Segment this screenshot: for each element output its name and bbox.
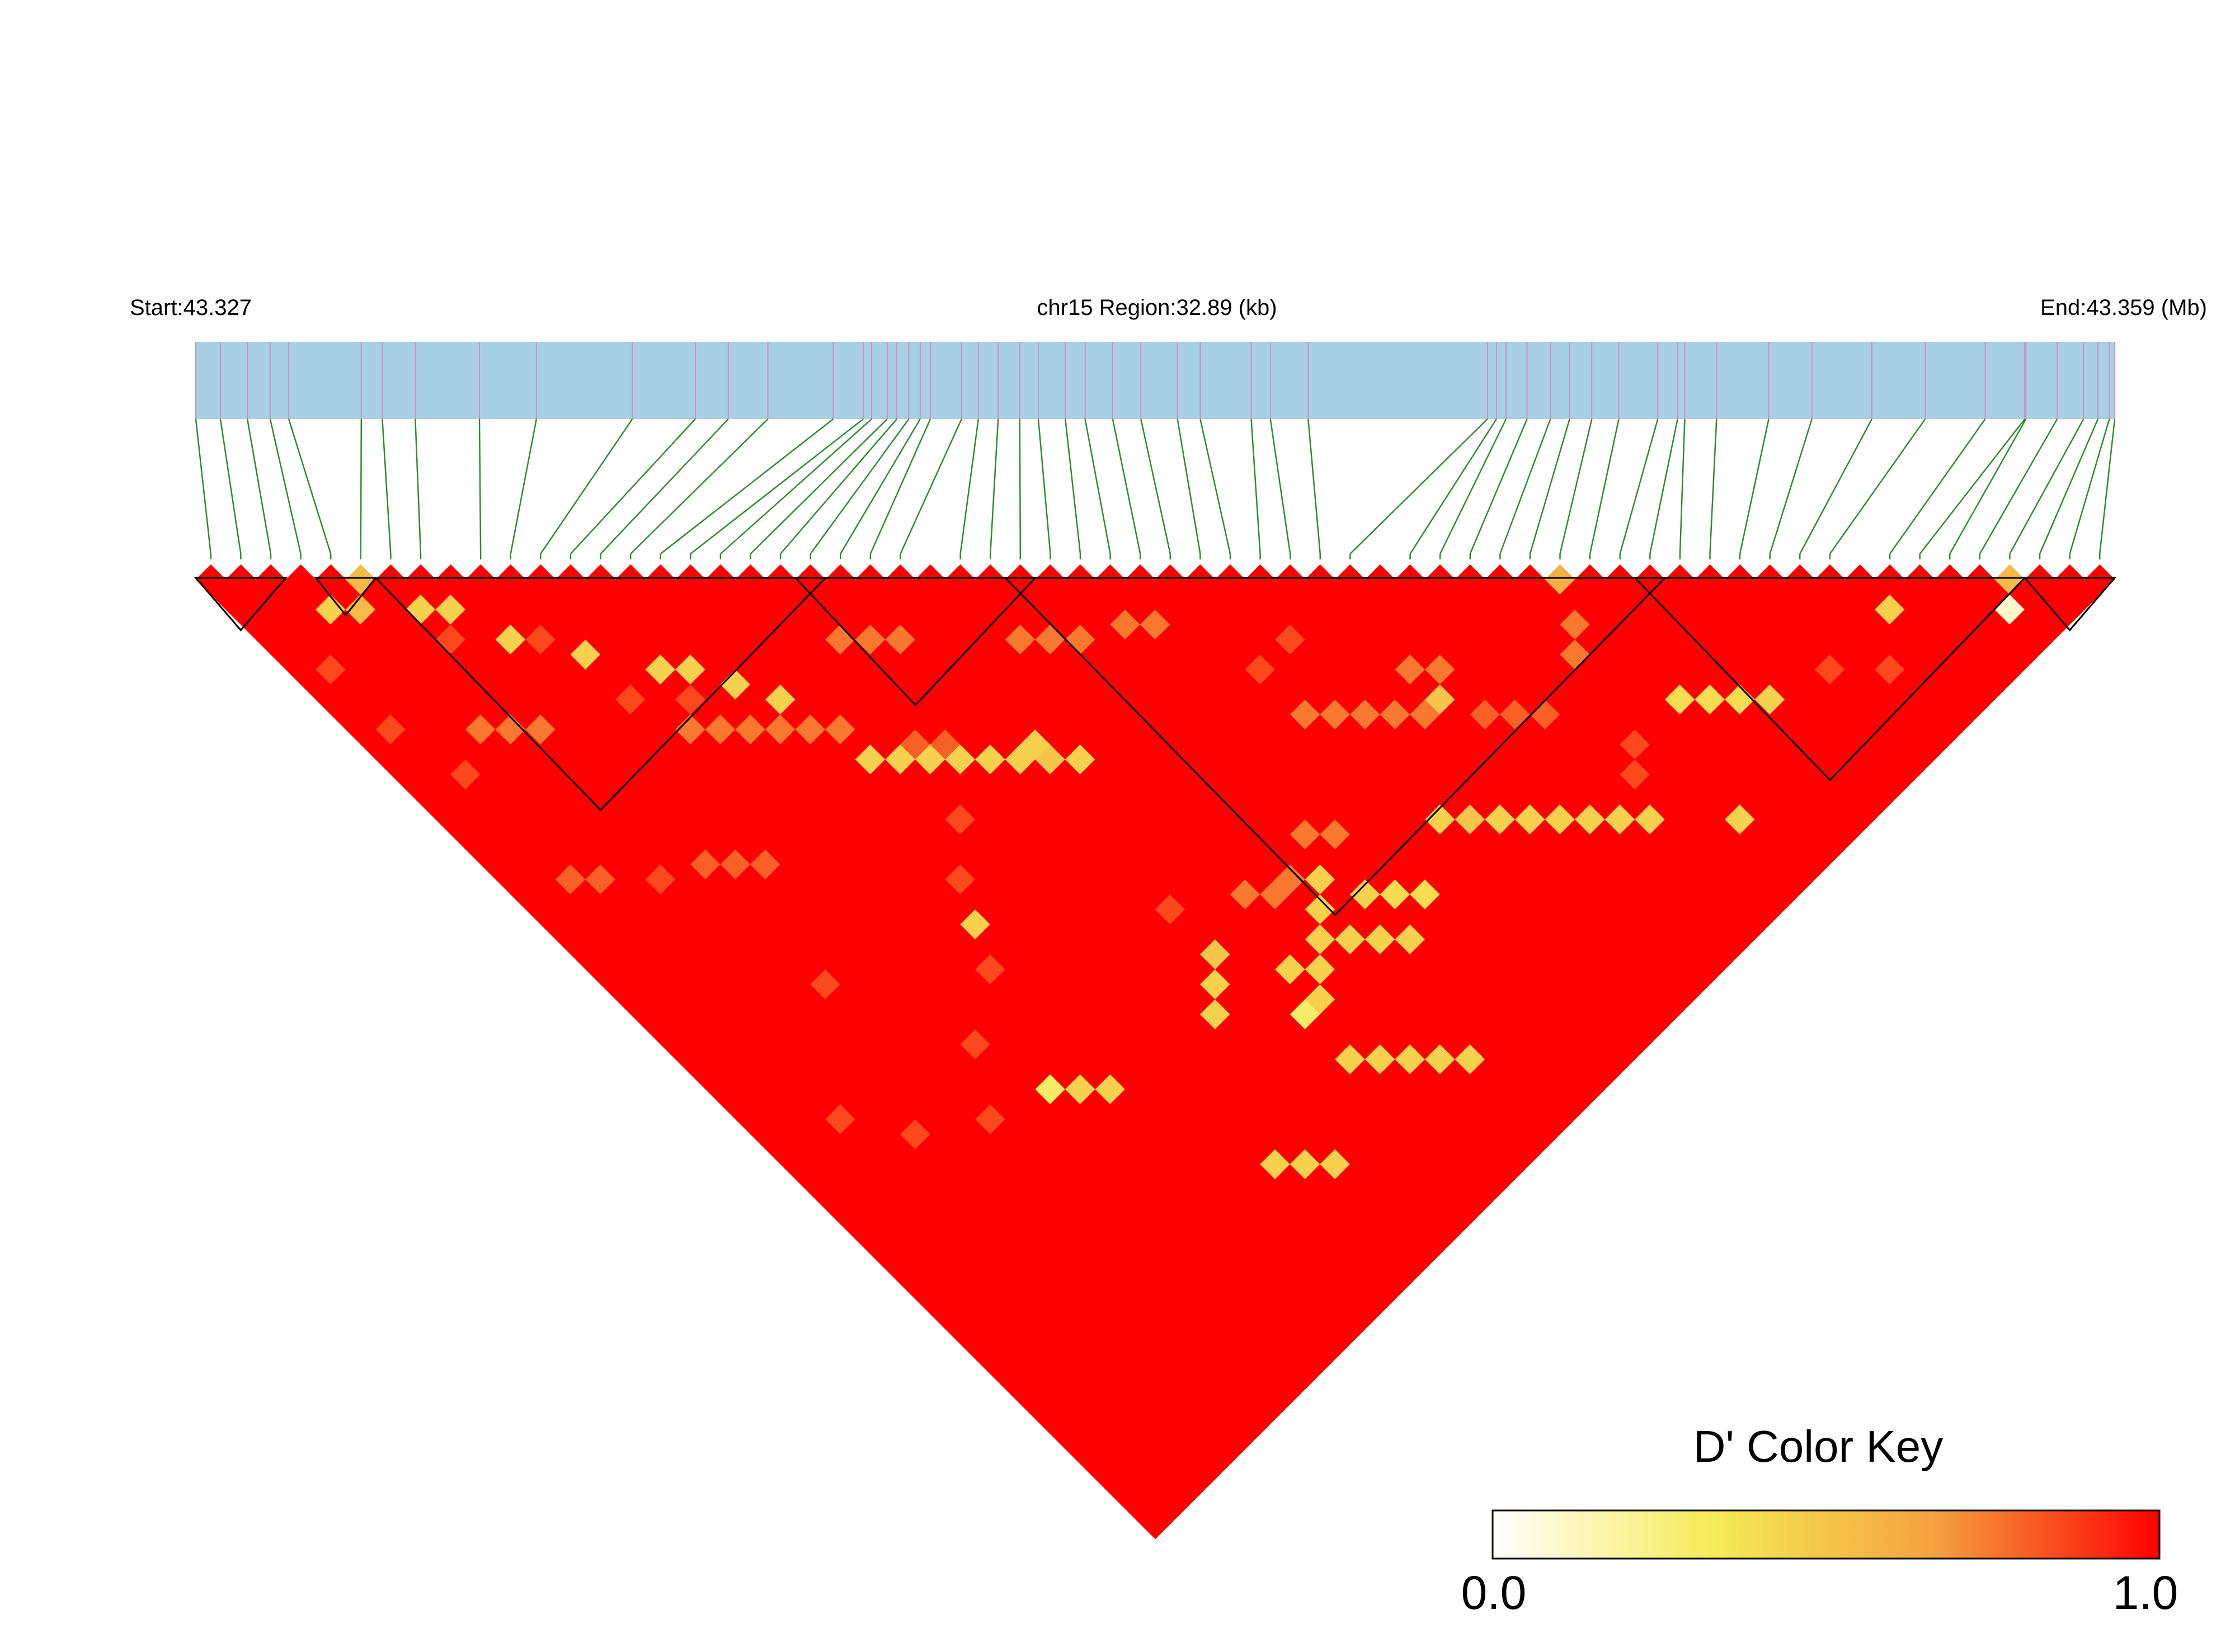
snp-connector [1979,418,2058,554]
snp-connector [2009,418,2085,554]
haplotype-block [2022,577,2117,632]
snp-connector-lines [195,418,2116,559]
snp-connector [1112,418,1141,554]
region-start-label: Start:43.327 [130,295,252,320]
snp-connector [840,418,921,554]
snp-connector [1409,418,1497,554]
snp-connector [780,418,897,554]
snp-connector [2098,418,2116,554]
snp-connector [540,418,633,554]
snp-connector [660,418,834,554]
snp-connector [989,418,999,554]
snp-connector [869,418,931,554]
snp-connector [1084,418,1111,554]
snp-connector [1037,418,1051,554]
region-end-label: End:43.359 (Mb) [2040,295,2207,320]
snp-connector [1177,418,1201,554]
snp-connector [810,418,910,554]
snp-connector [1679,418,1686,554]
snp-connector [1250,418,1261,554]
snp-connector [219,418,242,554]
snp-connector [570,418,696,554]
snp-connector [288,418,332,554]
snp-connector [1307,418,1321,554]
snp-connector [1439,418,1507,554]
region-header: Start:43.327 chr15 Region:32.89 (kb) End… [130,295,2207,320]
snp-connector [1949,418,2027,554]
color-key-max-label: 1.0 [2113,1566,2178,1619]
snp-connector [1529,418,1570,554]
color-key-title: D' Color Key [1693,1422,1944,1471]
snp-connector [1619,418,1659,554]
snp-connector [1589,418,1620,554]
snp-connector [478,418,482,554]
snp-connector [1829,418,1926,554]
ld-heatmap-cells [195,564,2115,1540]
color-key: D' Color Key 0.0 1.0 [1461,1422,2178,1619]
haplotype-block [793,577,1038,707]
snp-connector [2039,418,2099,554]
snp-connector [510,418,538,554]
snp-connector [1799,418,1872,554]
snp-connector [195,418,212,554]
snp-connector [1919,418,2026,554]
snp-connector [720,418,872,554]
haplotype-block [374,577,828,812]
snp-connector [1349,418,1488,554]
snp-connector [750,418,888,554]
snp-connector [269,418,302,554]
snp-connector [900,418,962,554]
snp-connector [600,418,729,554]
snp-connector [1559,418,1593,554]
snp-connector [415,418,422,554]
snp-connector [1769,418,1813,554]
color-key-bar [1491,1509,2161,1560]
snp-connector [1649,418,1678,554]
region-title: chr15 Region:32.89 (kb) [1037,295,1277,320]
snp-connector [1709,418,1718,554]
snp-connector [1064,418,1081,554]
snp-connector [1889,418,1986,554]
snp-connector [1469,418,1528,554]
haplotype-block [194,577,288,632]
color-key-min-label: 0.0 [1461,1566,1527,1619]
haplotype-block-outlines [194,577,2117,916]
snp-connector [959,418,980,554]
snp-connector [1269,418,1291,554]
snp-connector [2069,418,2110,554]
snp-connector [630,418,769,554]
haplotype-block [1003,577,1667,916]
snp-connector [690,418,864,554]
snp-position-ticks [195,342,2115,419]
snp-connector [1140,418,1171,554]
haplotype-block [314,577,378,616]
snp-connector [382,418,392,554]
snp-connector [1499,418,1551,554]
haplotype-block [1632,577,2027,782]
snp-connector [1199,418,1231,554]
chromosome-region-track [196,342,2115,419]
snp-connector [246,418,272,554]
snp-connector [1739,418,1770,554]
